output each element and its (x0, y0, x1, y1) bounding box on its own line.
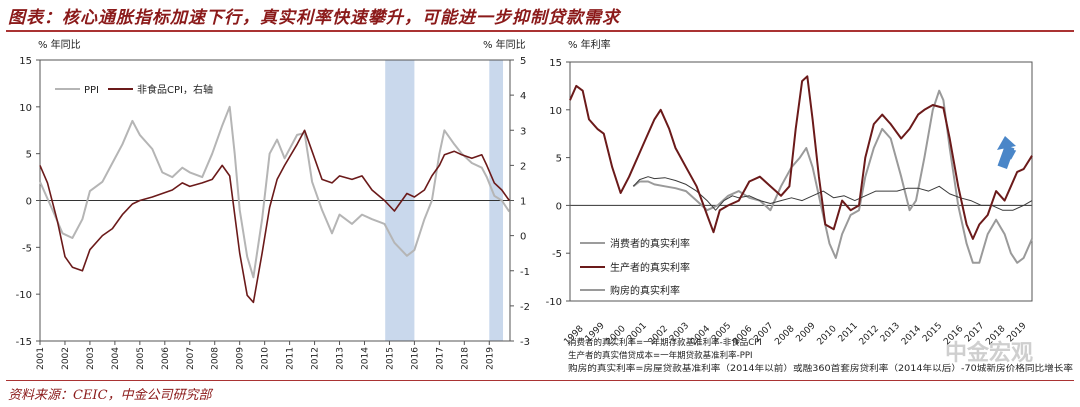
legend-label-ppi: PPI (84, 85, 99, 96)
legend-label-consumer: 消费者的真实利率 (610, 237, 690, 250)
right-plot-frame (569, 61, 1033, 302)
right-ytick-label: -2 (520, 302, 530, 313)
right-ytick-label: -1 (520, 267, 530, 278)
right-axis-label: % 年利率 (568, 38, 611, 51)
series-line-ppi (39, 105, 511, 279)
legend-label-cpi: 非食品CPI，右轴 (137, 83, 213, 96)
title-rule (6, 30, 1074, 32)
right-chart-xtick-label: 2008 (773, 324, 796, 347)
right-ytick-label: 5 (520, 56, 526, 67)
left-xtick-label: 2011 (286, 347, 296, 370)
right-ytick-label: 4 (520, 91, 526, 102)
right-chart-xtick-label: 2009 (794, 321, 817, 344)
right-chart-xtick-label: 2013 (879, 321, 902, 344)
left-axis-label: % 年同比 (38, 38, 81, 51)
left-xtick-label: 2014 (360, 347, 370, 370)
right-chart-ytick-label: 5 (556, 154, 562, 165)
left-xtick-label: 2016 (410, 347, 420, 370)
left-ytick-label: -15 (16, 337, 32, 348)
note-consumer: 消费者的真实利率=一年期存款基准利率-非食品CPI (568, 337, 762, 348)
right-chart-xtick-label: 2010 (816, 324, 839, 347)
up-arrow-shaft-icon (997, 144, 1015, 170)
legend-label-housing: 购房的真实利率 (610, 284, 680, 297)
left-ytick-label: -10 (16, 290, 32, 301)
note-housing: 购房的真实利率=房屋贷款基准利率（2014年以前）或融360首套房贷利率（201… (568, 363, 1074, 374)
right-ytick-label: -3 (520, 337, 530, 348)
legend-label-producer: 生产者的真实利率 (610, 261, 690, 274)
left-xtick-label: 2004 (111, 347, 121, 370)
left-legend: PPI 非食品CPI，右轴 (55, 83, 213, 96)
left-xtick-label: 2008 (211, 347, 221, 370)
left-xtick-label: 2009 (236, 347, 246, 370)
right-chart-ytick-label: -5 (552, 249, 562, 260)
left-xtick-label: 2019 (485, 347, 495, 370)
left-right-axis-label: % 年同比 (483, 38, 526, 51)
right-chart-ytick-label: 10 (549, 106, 562, 117)
series-line-consumer (632, 176, 1033, 211)
right-chart-xtick-label: 2015 (921, 321, 944, 344)
left-ytick-label: 10 (19, 103, 32, 114)
up-arrow-head-icon (997, 136, 1016, 150)
right-legend: 消费者的真实利率 生产者的真实利率 购房的真实利率 (580, 237, 690, 297)
note-producer: 生产者的真实借贷成本=一年期贷款基准利率-PPI (568, 350, 752, 361)
left-xtick-label: 2017 (435, 347, 445, 370)
left-xtick-label: 2005 (136, 347, 146, 370)
left-xtick-label: 2015 (385, 347, 395, 370)
left-ytick-label: 5 (26, 150, 32, 161)
right-ytick-label: 0 (520, 232, 526, 243)
watermark: 中金宏观 (945, 340, 1033, 366)
right-ytick-label: 3 (520, 126, 526, 137)
right-chart-xtick-label: 2011 (837, 321, 860, 344)
left-xtick-label: 2002 (61, 347, 71, 370)
series-line-cpi (39, 129, 510, 304)
right-chart: 151050-5-1019981999200020012002200320042… (546, 38, 1074, 374)
right-chart-ytick-label: 15 (549, 58, 562, 69)
bottom-rule (6, 380, 1074, 381)
left-ytick-label: -5 (22, 243, 32, 254)
left-xtick-label: 2010 (261, 347, 271, 370)
left-xtick-label: 2003 (86, 347, 96, 370)
left-ytick-label: 15 (19, 56, 32, 67)
left-xtick-label: 2013 (336, 347, 346, 370)
right-chart-xtick-label: 2012 (858, 324, 881, 347)
left-xtick-label: 2006 (161, 347, 171, 370)
right-chart-ytick-label: 0 (556, 201, 562, 212)
right-chart-xtick-label: 2014 (900, 324, 923, 347)
right-ytick-label: 2 (520, 161, 526, 172)
left-ytick-label: 0 (26, 197, 32, 208)
right-ytick-label: 1 (520, 197, 526, 208)
series-line-producer (569, 75, 1033, 240)
page-title: 图表：核心通胀指标加速下行，真实利率快速攀升，可能进一步抑制贷款需求 (8, 8, 620, 28)
left-xtick-label: 2007 (186, 347, 196, 370)
left-xtick-label: 2012 (311, 347, 321, 370)
left-xtick-label: 2018 (460, 347, 470, 370)
left-xtick-label: 2001 (36, 347, 46, 370)
source-note: 资料来源：CEIC，中金公司研究部 (8, 388, 212, 403)
series-line-housing (632, 89, 1033, 264)
right-chart-ytick-label: -10 (546, 297, 562, 308)
